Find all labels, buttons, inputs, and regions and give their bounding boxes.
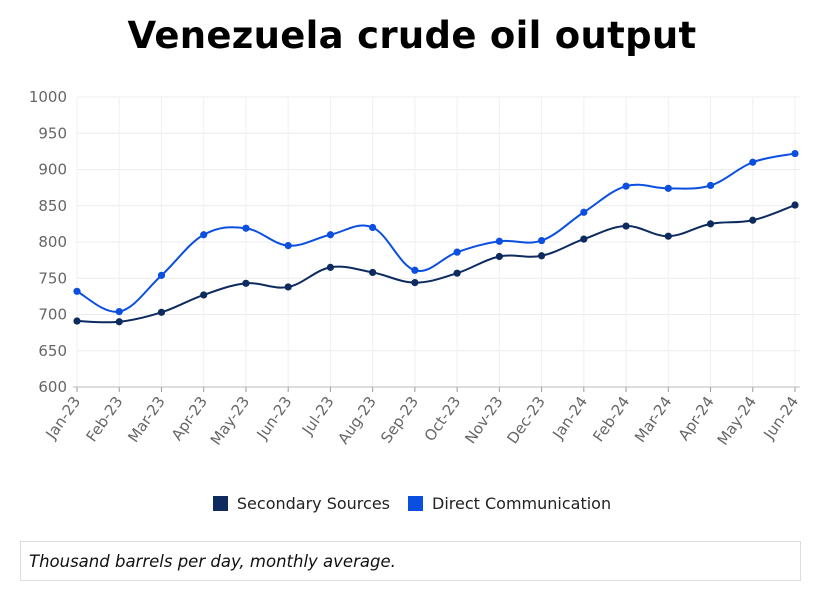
x-tick-label: Jan-23 — [42, 393, 85, 443]
chart-plot: 600 650 700 750 800 850 900 950 1000 Jan-23Feb-23… — [29, 88, 802, 449]
y-tick-label: 950 — [38, 124, 67, 142]
data-point-secondary-sources[interactable] — [411, 279, 419, 287]
data-point-secondary-sources[interactable] — [115, 318, 123, 326]
grid — [76, 96, 800, 388]
data-point-secondary-sources[interactable] — [326, 263, 335, 271]
x-tick-label: Feb-24 — [589, 393, 633, 445]
data-point-direct-communication[interactable] — [664, 184, 672, 192]
data-point-secondary-sources[interactable] — [453, 269, 461, 277]
x-tick-label: Apr-24 — [675, 393, 718, 444]
data-point-secondary-sources[interactable] — [791, 201, 799, 209]
data-point-direct-communication[interactable] — [622, 182, 630, 190]
data-point-secondary-sources[interactable] — [537, 252, 546, 260]
data-point-direct-communication[interactable] — [580, 208, 588, 216]
x-tick-label: Sep-23 — [377, 393, 422, 447]
data-point-secondary-sources[interactable] — [284, 283, 292, 291]
legend: Secondary Sources Direct Communication — [0, 494, 824, 513]
x-tick-label: Aug-23 — [334, 393, 380, 447]
x-tick-label: May-23 — [207, 393, 253, 449]
data-point-direct-communication[interactable] — [200, 231, 208, 239]
x-tick-label: Jul-23 — [298, 393, 338, 439]
x-tick-label: Mar-23 — [124, 393, 168, 446]
x-tick-label: Nov-23 — [461, 393, 506, 447]
legend-item-secondary-sources[interactable]: Secondary Sources — [212, 494, 390, 513]
chart-note: Thousand barrels per day, monthly averag… — [20, 541, 801, 581]
data-point-direct-communication[interactable] — [706, 181, 715, 190]
data-point-direct-communication[interactable] — [242, 224, 250, 232]
data-point-secondary-sources[interactable] — [622, 222, 630, 230]
data-point-secondary-sources[interactable] — [664, 232, 672, 240]
data-point-secondary-sources[interactable] — [73, 317, 81, 325]
x-tick-label: May-24 — [714, 393, 760, 449]
data-point-direct-communication[interactable] — [157, 271, 166, 279]
data-point-secondary-sources[interactable] — [495, 252, 503, 261]
data-point-secondary-sources[interactable] — [242, 279, 250, 287]
y-tick-label: 650 — [38, 342, 67, 360]
x-tick-label: Mar-24 — [631, 393, 675, 446]
x-tick-label: Oct-23 — [421, 393, 465, 445]
data-point-direct-communication[interactable] — [453, 248, 461, 256]
chart-title: Venezuela crude oil output — [127, 14, 697, 57]
data-point-secondary-sources[interactable] — [369, 268, 377, 277]
data-point-direct-communication[interactable] — [495, 237, 503, 245]
data-point-secondary-sources[interactable] — [200, 291, 208, 299]
y-tick-label: 800 — [38, 233, 67, 251]
x-tick-label: Jun-24 — [759, 393, 802, 443]
y-tick-label: 1000 — [29, 88, 67, 106]
legend-label-secondary-sources: Secondary Sources — [236, 494, 390, 513]
series-line-secondary-sources — [76, 204, 796, 324]
x-tick-label: Feb-23 — [82, 393, 126, 445]
legend-swatch-direct-communication — [408, 496, 423, 511]
data-point-direct-communication[interactable] — [115, 308, 123, 316]
x-tick-label: Apr-23 — [168, 393, 211, 444]
data-point-direct-communication[interactable] — [326, 231, 335, 239]
data-point-secondary-sources[interactable] — [706, 220, 715, 228]
x-tick-label: Dec-23 — [503, 393, 548, 447]
chart-note-text: Thousand barrels per day, monthly averag… — [29, 551, 396, 571]
series-points — [73, 149, 799, 326]
x-tick-label: Jan-24 — [548, 393, 591, 443]
data-point-secondary-sources[interactable] — [749, 216, 757, 224]
data-point-secondary-sources[interactable] — [580, 235, 588, 243]
legend-item-direct-communication[interactable]: Direct Communication — [408, 494, 611, 513]
data-point-direct-communication[interactable] — [411, 266, 419, 274]
data-point-direct-communication[interactable] — [791, 149, 799, 158]
x-tick-label: Jun-23 — [253, 393, 296, 443]
y-tick-label: 850 — [38, 197, 67, 215]
data-point-direct-communication[interactable] — [537, 236, 546, 245]
data-point-secondary-sources[interactable] — [157, 308, 166, 316]
series-lines — [76, 152, 796, 324]
y-tick-label: 900 — [38, 161, 67, 179]
legend-label-direct-communication: Direct Communication — [432, 494, 612, 513]
y-tick-label: 750 — [38, 269, 67, 287]
y-tick-label: 600 — [38, 378, 67, 396]
data-point-direct-communication[interactable] — [749, 158, 757, 166]
data-point-direct-communication[interactable] — [369, 223, 377, 232]
y-tick-label: 700 — [38, 306, 67, 324]
legend-swatch-secondary-sources — [212, 496, 228, 511]
data-point-direct-communication[interactable] — [284, 242, 292, 250]
data-point-direct-communication[interactable] — [73, 287, 81, 295]
